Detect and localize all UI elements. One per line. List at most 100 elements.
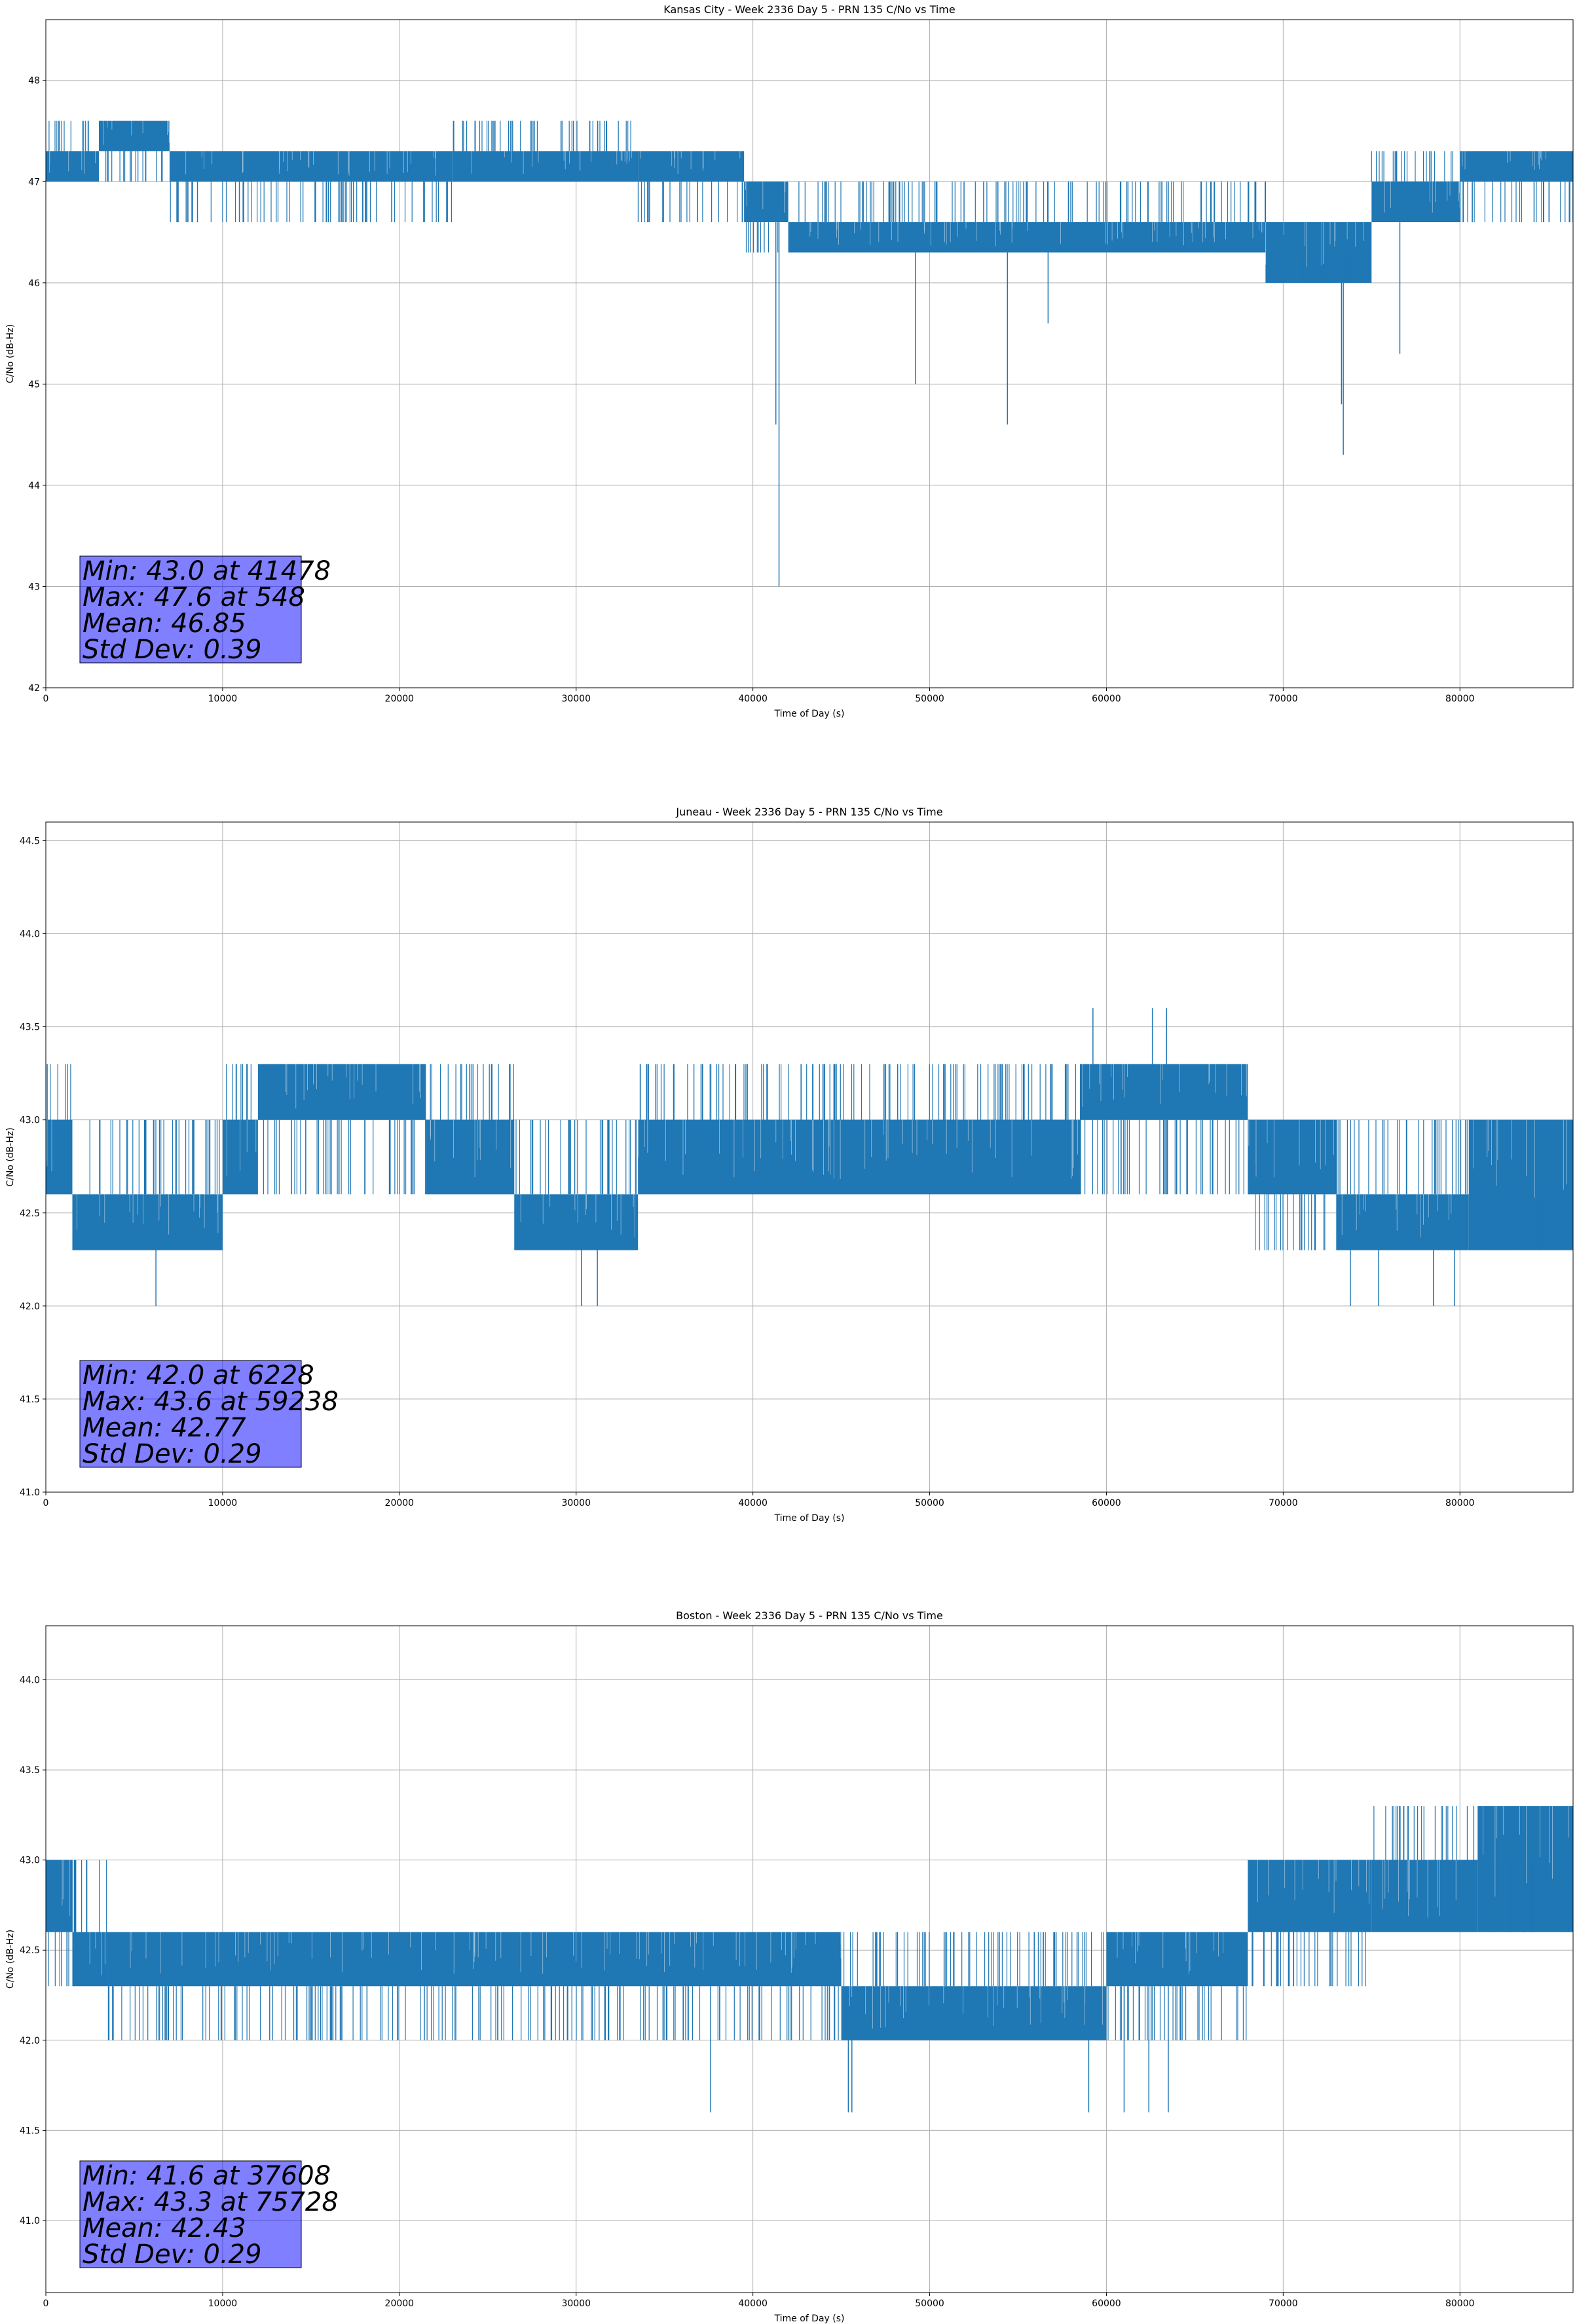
data-texture [809,222,1263,246]
y-axis-label: C/No (dB-Hz) [5,324,16,383]
x-tick-label: 60000 [1092,1498,1121,1509]
x-tick-label: 20000 [385,1498,415,1509]
stats-line: Std Dev: 0.29 [83,2240,262,2270]
x-axis-label: Time of Day (s) [774,709,845,719]
y-tick-label: 43.5 [20,1765,40,1776]
x-tick-label: 70000 [1269,1498,1298,1509]
stats-line: Min: 42.0 at 6228 [83,1360,314,1391]
stats-line: Max: 47.6 at 548 [83,582,305,612]
x-tick-label: 60000 [1092,2298,1121,2309]
data-flicker [745,222,779,253]
data-texture [46,1119,52,1172]
chart-title: Juneau - Week 2336 Day 5 - PRN 135 C/No … [675,806,942,818]
data-flicker [107,1986,839,2040]
y-tick-label: 42.5 [20,1945,40,1956]
stats-line: Min: 41.6 at 37608 [83,2161,331,2191]
data-flicker [226,1064,251,1120]
data-band [98,121,170,151]
data-band [514,1194,639,1250]
data-band [257,1064,426,1120]
x-tick-label: 50000 [915,1498,944,1509]
data-band [452,151,639,182]
axes-frame [45,1625,1574,2293]
data-flicker [637,181,743,223]
data-flicker [1336,1119,1468,1195]
chart-title: Kansas City - Week 2336 Day 5 - PRN 135 … [663,3,955,16]
stats-line: Mean: 46.85 [83,609,246,639]
chart-panel-3: 0 10000 20000 30000 40000 50000 60000 70000 8000… [5,1609,1574,2324]
data-flicker [1487,1860,1569,1932]
series-cno [45,1008,1573,1306]
axes-frame [45,19,1574,688]
stats-background [79,1360,302,1468]
data-flicker [170,181,452,223]
data-band [788,222,1266,253]
data-flicker [1079,1119,1244,1195]
y-tick-label: 44.0 [20,929,40,940]
data-flicker [515,1119,637,1195]
y-tick-label: 42 [28,683,40,694]
y-tick-label: 44 [28,481,40,491]
stats-line: Mean: 42.43 [83,2213,246,2243]
data-texture [1248,1119,1334,1178]
x-tick-label: 80000 [1445,694,1475,704]
stats-line: Std Dev: 0.39 [83,635,262,665]
data-texture [1082,1064,1247,1107]
stats-line: Mean: 42.77 [83,1413,246,1443]
y-axis: 42 43 44 45 46 47 48 [28,76,46,694]
data-texture [1462,151,1547,170]
x-tick-label: 70000 [1269,2298,1298,2309]
x-tick-label: 40000 [738,694,768,704]
data-band [841,1986,1107,2040]
y-tick-label: 45 [28,379,40,390]
data-texture [130,1932,842,1974]
x-tick-label: 50000 [915,2298,944,2309]
data-texture [1341,1194,1452,1238]
stats-background [79,2160,302,2268]
data-flicker [1269,252,1369,283]
data-flicker [48,1932,69,1987]
stats-line: Min: 43.0 at 41478 [83,556,331,586]
x-tick-label: 0 [43,2298,49,2309]
data-band [169,151,453,182]
data-flicker [89,1119,220,1195]
data-flicker [48,121,89,151]
data-texture [639,1119,1078,1179]
stats-line: Max: 43.6 at 59238 [83,1387,339,1417]
data-texture [430,1119,511,1178]
stats-line: Max: 43.3 at 75728 [83,2187,339,2217]
x-tick-label: 10000 [208,2298,238,2309]
data-flicker [1255,1194,1326,1250]
y-tick-label: 43 [28,582,40,592]
y-tick-label: 44.0 [20,1676,40,1686]
data-texture [640,151,741,174]
x-axis-label: Time of Day (s) [774,2314,845,2324]
data-texture [1117,1932,1223,1975]
data-texture [285,1064,421,1109]
data-band [1371,1860,1478,1932]
y-tick-label: 43.0 [20,1115,40,1126]
x-tick-label: 20000 [385,2298,415,2309]
chart-panel-1: 0 10000 20000 30000 40000 50000 60000 70000 8000… [5,3,1574,719]
x-tick-label: 60000 [1092,694,1121,704]
data-band [744,181,788,223]
y-axis: 41.0 41.5 42.0 42.5 43.0 43.5 44.0 44.5 [20,836,46,1498]
data-texture [62,1860,71,1916]
stats-line: Std Dev: 0.29 [83,1439,262,1469]
data-texture [103,121,170,145]
data-texture [227,1119,257,1176]
data-band [1468,1119,1573,1250]
data-texture [1474,1119,1567,1198]
y-tick-label: 48 [28,76,40,86]
data-band [1106,1932,1248,1987]
data-band [1248,1119,1337,1195]
data-texture [520,1194,635,1237]
y-tick-label: 41.0 [20,1488,40,1498]
data-flicker [844,1932,1104,1987]
data-texture [471,151,633,174]
y-tick-label: 47 [28,177,40,187]
data-flicker [72,1860,107,1932]
x-tick-label: 20000 [385,694,415,704]
